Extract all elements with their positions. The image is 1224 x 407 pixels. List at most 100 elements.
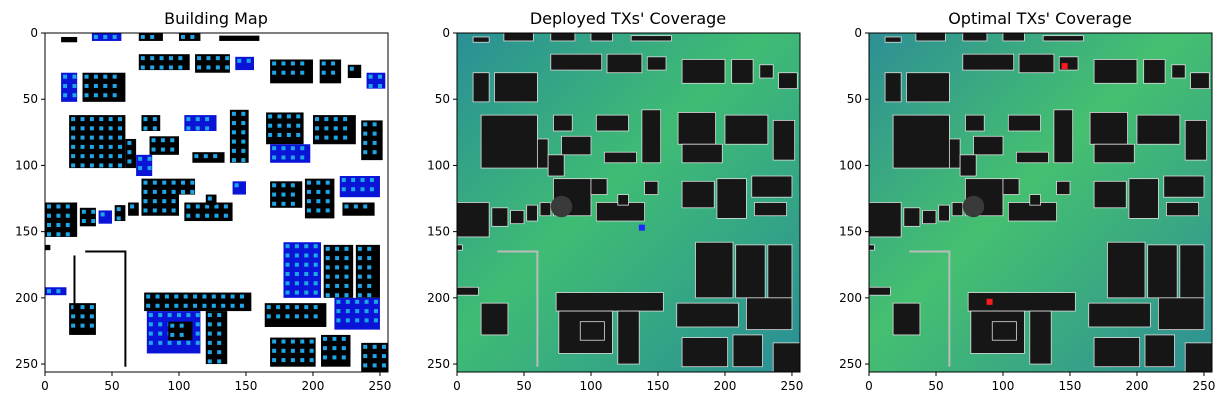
y-tick-label: 200 — [427, 291, 450, 305]
candidate-marker — [381, 354, 386, 359]
candidate-marker — [63, 83, 68, 88]
candidate-marker — [290, 146, 295, 151]
y-tick-label: 0 — [854, 26, 862, 40]
candidate-marker — [112, 34, 117, 39]
building — [681, 59, 726, 84]
candidate-marker — [306, 199, 311, 204]
building — [69, 115, 126, 169]
candidate-marker — [147, 156, 152, 161]
building — [915, 33, 946, 42]
candidate-marker — [56, 232, 61, 237]
candidate-marker — [304, 253, 309, 258]
candidate-marker — [207, 350, 212, 355]
candidate-marker — [84, 93, 89, 98]
candidate-marker — [158, 313, 163, 318]
chart-deployed-coverage: Deployed TXs' Coverage 0 50 100 150 200 250 0… — [427, 9, 803, 393]
x-tick-label: 50 — [928, 379, 943, 393]
building — [1089, 112, 1128, 145]
building — [884, 36, 902, 43]
candidate-marker — [314, 135, 319, 140]
candidate-marker — [314, 126, 319, 131]
candidate-marker — [372, 344, 377, 349]
candidate-marker — [333, 126, 338, 131]
candidate-marker — [372, 150, 377, 155]
candidate-marker — [100, 212, 105, 217]
candidate-marker — [325, 189, 330, 194]
candidate-marker — [56, 204, 61, 209]
candidate-marker — [353, 204, 358, 209]
candidate-marker — [203, 154, 208, 159]
candidate-marker — [335, 274, 340, 279]
building — [270, 144, 311, 163]
candidate-marker — [272, 192, 277, 197]
candidate-marker — [281, 339, 286, 344]
candidate-marker — [304, 262, 309, 267]
building — [347, 64, 362, 79]
candidate-marker — [304, 314, 309, 319]
plot-frame — [456, 32, 801, 373]
candidate-marker — [286, 114, 291, 119]
candidate-marker — [152, 126, 157, 131]
building — [1158, 297, 1205, 331]
candidate-marker — [108, 126, 113, 131]
candidate-marker — [363, 131, 368, 136]
candidate-marker — [71, 163, 76, 168]
candidate-marker — [89, 163, 94, 168]
candidate-marker — [231, 139, 236, 144]
building — [965, 114, 985, 132]
candidate-marker — [316, 180, 321, 185]
candidate-marker — [176, 340, 181, 345]
building — [355, 244, 380, 298]
candidate-marker — [181, 34, 186, 39]
panel-optimal-coverage: Optimal TXs' Coverage 0 50 100 150 200 250 0 5… — [824, 0, 1224, 407]
candidate-marker — [272, 70, 277, 75]
candidate-marker — [63, 93, 68, 98]
building — [1163, 175, 1205, 198]
x-tick-label: 200 — [714, 379, 737, 393]
candidate-marker — [381, 344, 386, 349]
candidate-marker — [207, 196, 212, 201]
panel-deployed-coverage: Deployed TXs' Coverage 0 50 100 150 200 250 0… — [412, 0, 812, 407]
candidate-marker — [84, 74, 89, 79]
x-tick-label: 100 — [168, 379, 191, 393]
candidate-marker — [230, 294, 235, 299]
candidate-marker — [221, 294, 226, 299]
candidate-marker — [300, 70, 305, 75]
building — [1042, 35, 1084, 42]
building — [1093, 337, 1141, 368]
candidate-marker — [181, 180, 186, 185]
candidate-marker — [140, 34, 145, 39]
building — [114, 205, 126, 222]
candidate-marker — [151, 147, 156, 152]
candidate-marker — [325, 180, 330, 185]
candidate-marker — [367, 293, 372, 298]
candidate-marker — [174, 294, 179, 299]
candidate-marker — [174, 303, 179, 308]
candidate-marker — [91, 209, 96, 214]
candidate-marker — [65, 232, 70, 237]
candidate-marker — [351, 177, 356, 182]
building — [681, 180, 715, 209]
candidate-marker — [217, 322, 222, 327]
candidate-marker — [213, 154, 218, 159]
candidate-marker — [309, 348, 314, 353]
candidate-marker — [148, 340, 153, 345]
building — [553, 114, 573, 132]
building — [195, 54, 230, 73]
candidate-marker — [80, 117, 85, 122]
building — [205, 311, 228, 365]
building — [754, 202, 788, 217]
candidate-marker — [304, 244, 309, 249]
y-tick-label: 50 — [23, 92, 38, 106]
building — [772, 342, 800, 372]
candidate-marker — [112, 83, 117, 88]
building — [617, 310, 640, 365]
candidate-marker — [181, 189, 186, 194]
candidate-marker — [71, 305, 76, 310]
candidate-marker — [193, 303, 198, 308]
candidate-marker — [363, 204, 368, 209]
candidate-marker — [272, 155, 277, 160]
building — [948, 138, 961, 169]
x-tick-label: 0 — [41, 379, 49, 393]
candidate-marker — [217, 313, 222, 318]
